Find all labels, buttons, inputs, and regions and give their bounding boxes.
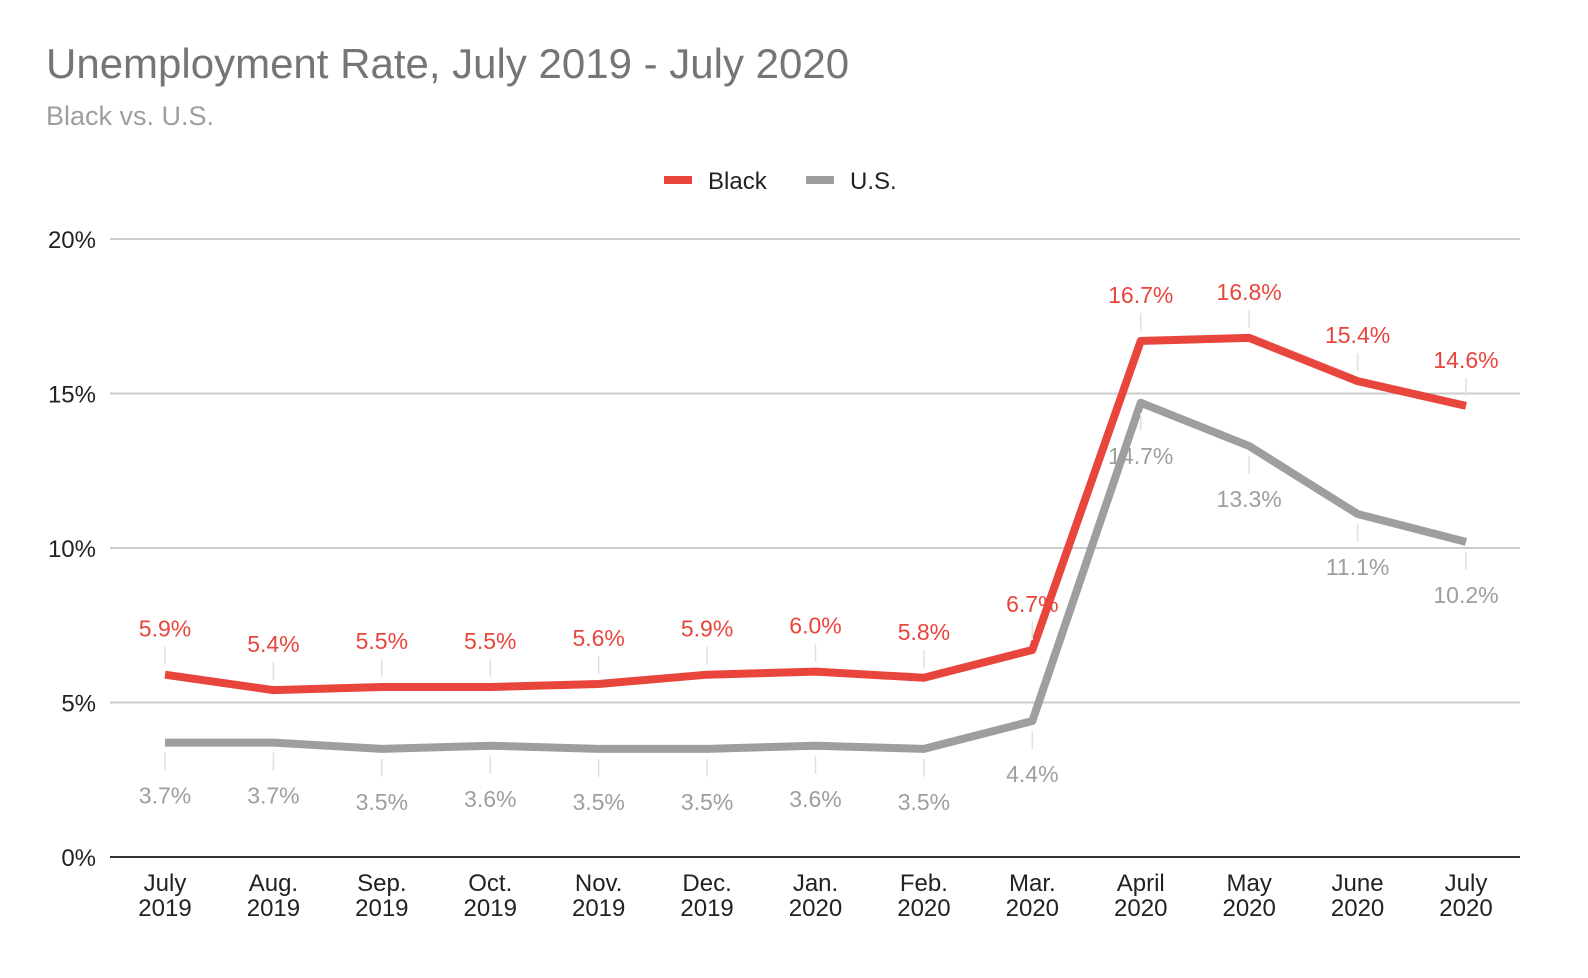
data-label: 3.5% [356, 789, 408, 815]
data-label: 15.4% [1325, 322, 1390, 348]
data-label: 16.7% [1108, 282, 1173, 308]
data-label: 3.5% [572, 789, 624, 815]
y-tick-label: 0% [61, 845, 96, 872]
data-label: 11.1% [1326, 554, 1390, 580]
x-tick-label: Mar. [1009, 870, 1056, 897]
data-label: 3.7% [247, 783, 299, 809]
x-tick-label: Aug. [249, 870, 298, 897]
legend-label-us: U.S. [850, 168, 897, 195]
x-tick-label: 2020 [789, 895, 842, 922]
x-tick-label: June [1332, 870, 1384, 897]
data-label: 6.0% [789, 613, 841, 639]
x-tick-label: 2019 [680, 895, 733, 922]
x-tick-label: 2020 [897, 895, 950, 922]
x-tick-label: 2020 [1222, 895, 1275, 922]
x-tick-label: 2019 [572, 895, 625, 922]
legend-swatch-us [806, 176, 834, 184]
x-tick-label: 2020 [1439, 895, 1492, 922]
x-tick-label: 2019 [464, 895, 517, 922]
x-tick-label: Dec. [682, 870, 731, 897]
data-label: 14.7% [1108, 443, 1173, 469]
x-tick-label: Feb. [900, 870, 948, 897]
legend-swatch-black [664, 176, 692, 184]
data-label: 5.9% [681, 616, 733, 642]
legend-label-black: Black [708, 168, 768, 195]
data-label: 3.5% [681, 789, 733, 815]
chart-title: Unemployment Rate, July 2019 - July 2020 [46, 40, 850, 87]
x-tick-label: Nov. [575, 870, 623, 897]
data-label: 3.6% [464, 786, 516, 812]
x-tick-label: May [1226, 870, 1271, 897]
series-line-black [164, 333, 1467, 695]
data-label: 5.8% [898, 619, 950, 645]
x-tick-label: 2020 [1331, 895, 1384, 922]
data-label: 5.4% [247, 631, 299, 657]
data-label: 13.3% [1217, 486, 1282, 512]
x-tick-label: 2020 [1006, 895, 1059, 922]
x-tick-label: Jan. [793, 870, 838, 897]
x-tick-label: 2020 [1114, 895, 1167, 922]
data-label: 16.8% [1217, 279, 1282, 305]
data-label: 14.6% [1433, 347, 1498, 373]
data-label: 3.6% [789, 786, 841, 812]
y-tick-label: 5% [61, 691, 96, 718]
data-label: 5.9% [139, 616, 191, 642]
data-label: 5.5% [464, 628, 516, 654]
x-tick-label: July [144, 870, 187, 897]
x-tick-label: 2019 [247, 895, 300, 922]
x-tick-label: Sep. [357, 870, 406, 897]
x-tick-label: 2019 [355, 895, 408, 922]
data-label: 10.2% [1433, 582, 1498, 608]
y-tick-label: 20% [48, 227, 96, 254]
data-label: 3.7% [139, 783, 191, 809]
data-label: 5.6% [572, 625, 624, 651]
y-tick-label: 15% [48, 382, 96, 409]
x-tick-label: April [1117, 870, 1165, 897]
data-label: 4.4% [1006, 761, 1058, 787]
chart-subtitle: Black vs. U.S. [46, 101, 215, 131]
data-label: 3.5% [898, 789, 950, 815]
y-tick-label: 10% [48, 536, 96, 563]
x-tick-label: Oct. [468, 870, 512, 897]
series-line-us [165, 398, 1467, 753]
data-label: 5.5% [356, 628, 408, 654]
data-label: 6.7% [1006, 591, 1058, 617]
x-tick-label: July [1445, 870, 1488, 897]
x-tick-label: 2019 [138, 895, 191, 922]
